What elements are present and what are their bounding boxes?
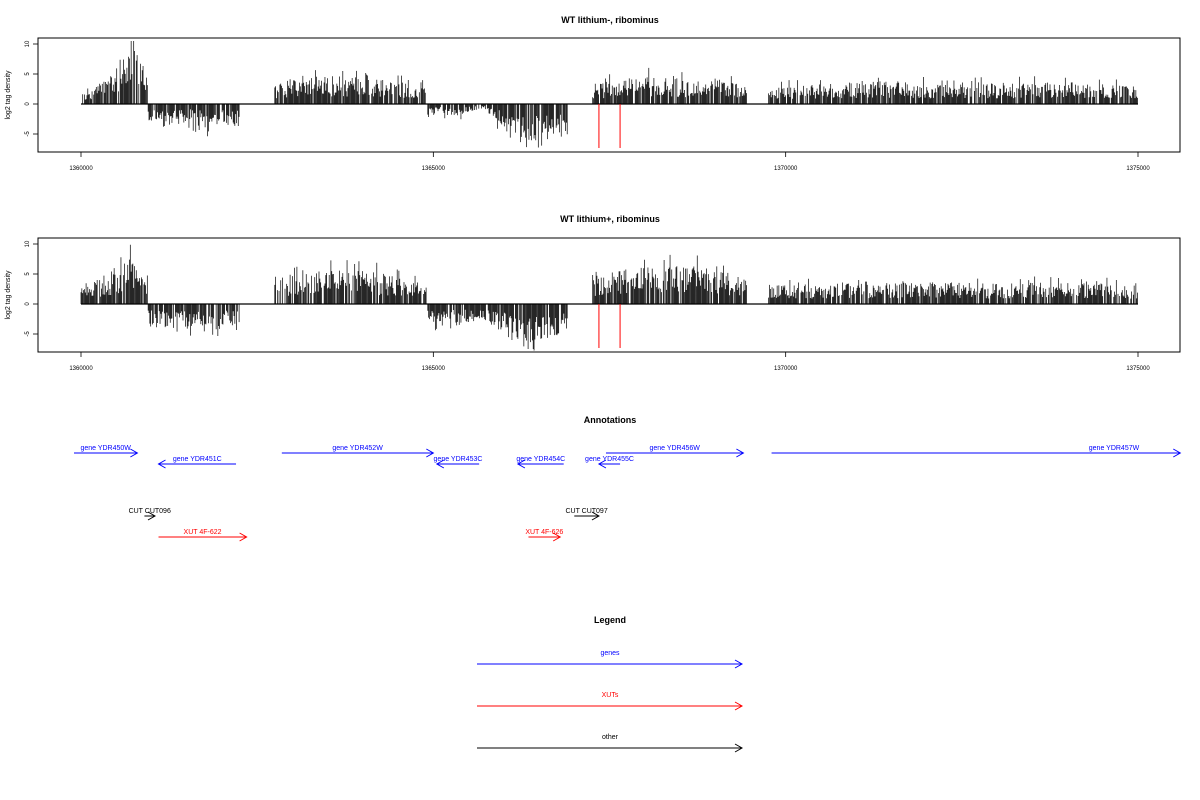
- x-tick-label: 1365000: [422, 366, 446, 372]
- annotation-feature: gene YDR453C: [434, 456, 483, 469]
- arrowhead: [591, 511, 600, 521]
- arrowhead: [552, 532, 562, 542]
- legend-label: genes: [600, 650, 620, 657]
- legend-title: Legend: [594, 615, 626, 625]
- plot-title: WT lithium-, ribominus: [561, 15, 659, 25]
- annotation-feature: CUT CUT096: [129, 508, 171, 521]
- arrowhead: [734, 659, 744, 669]
- arrowhead: [734, 743, 744, 753]
- annotation-feature: XUT 4F-626: [525, 529, 563, 542]
- y-tick-label: -5: [25, 331, 31, 337]
- arrowhead: [734, 701, 744, 711]
- arrowhead: [426, 448, 435, 458]
- annotation-feature: gene YDR451C: [157, 456, 237, 469]
- plot-frame: [37, 237, 1181, 353]
- legend-items: genes XUTs other: [477, 650, 744, 753]
- annotation-feature: gene YDR455C: [585, 456, 634, 469]
- feature-label: CUT CUT097: [565, 508, 607, 515]
- annotation-feature: gene YDR452W: [281, 445, 435, 458]
- annotation-feature: XUT 4F-622: [158, 529, 248, 542]
- legend: Legend genes XUTs other: [477, 615, 744, 753]
- feature-label: gene YDR455C: [585, 456, 634, 463]
- annotation-feature: gene YDR454C: [516, 456, 565, 469]
- annotation-feature: gene YDR450W: [74, 445, 139, 458]
- feature-label: CUT CUT096: [129, 508, 171, 515]
- y-tick-label: 10: [25, 40, 31, 47]
- red-markers: [598, 304, 621, 348]
- legend-item: XUTs: [477, 692, 744, 711]
- y-tick-label: 0: [25, 102, 31, 106]
- feature-label: gene YDR453C: [434, 456, 483, 463]
- red-markers: [598, 104, 621, 148]
- y-tick-label: -5: [25, 131, 31, 137]
- arrowhead: [516, 459, 526, 469]
- arrowhead: [435, 459, 445, 469]
- density-bar-path: [82, 41, 1138, 148]
- density-bar-path: [80, 244, 1138, 351]
- y-tick-label: 10: [25, 240, 31, 247]
- legend-item: other: [477, 734, 744, 753]
- feature-label: gene YDR452W: [332, 445, 383, 452]
- feature-label: gene YDR457W: [1089, 445, 1140, 452]
- x-tick-label: 1375000: [1126, 166, 1150, 172]
- feature-label: gene YDR450W: [80, 445, 131, 452]
- x-axis: 1360000 1365000 1370000 1375000: [69, 352, 1150, 372]
- density-bars: [81, 41, 1138, 148]
- x-tick-label: 1370000: [774, 166, 798, 172]
- feature-label: gene YDR451C: [173, 456, 222, 463]
- x-axis: 1360000 1365000 1370000 1375000: [69, 152, 1150, 172]
- annotation-feature: gene YDR457W: [771, 445, 1182, 458]
- y-tick-label: 5: [25, 272, 31, 276]
- x-tick-label: 1365000: [422, 166, 446, 172]
- y-tick-label: 0: [25, 302, 31, 306]
- y-tick-label: 5: [25, 72, 31, 76]
- arrowhead: [147, 511, 156, 521]
- feature-label: XUT 4F-626: [525, 529, 563, 536]
- annotation-features: gene YDR450W gene YDR451C gene YDR452W gene…: [74, 445, 1182, 542]
- x-tick-label: 1370000: [774, 366, 798, 372]
- arrowhead: [1173, 448, 1182, 458]
- y-axis-label: log2 tag density: [5, 70, 12, 120]
- plot-frame: [37, 37, 1181, 153]
- x-tick-label: 1360000: [69, 366, 93, 372]
- feature-label: gene YDR456W: [649, 445, 700, 452]
- feature-label: XUT 4F-622: [184, 529, 222, 536]
- arrowhead: [736, 448, 745, 458]
- annotations-title: Annotations: [584, 415, 637, 425]
- arrowhead: [597, 459, 607, 469]
- arrowhead: [239, 532, 248, 542]
- density-bars: [80, 244, 1138, 351]
- x-tick-label: 1375000: [1126, 366, 1150, 372]
- plot-title: WT lithium+, ribominus: [560, 214, 660, 224]
- arrowhead: [157, 459, 166, 469]
- x-tick-label: 1360000: [69, 166, 93, 172]
- y-axis: 10 5 0 -5: [25, 240, 38, 337]
- annotation-feature: CUT CUT097: [565, 508, 608, 521]
- y-axis: 10 5 0 -5: [25, 40, 38, 137]
- legend-label: other: [602, 734, 619, 741]
- feature-label: gene YDR454C: [516, 456, 565, 463]
- arrowhead: [130, 448, 139, 458]
- legend-item: genes: [477, 650, 744, 669]
- annotation-feature: gene YDR456W: [605, 445, 745, 458]
- legend-label: XUTs: [602, 692, 619, 699]
- y-axis-label: log2 tag density: [5, 270, 12, 320]
